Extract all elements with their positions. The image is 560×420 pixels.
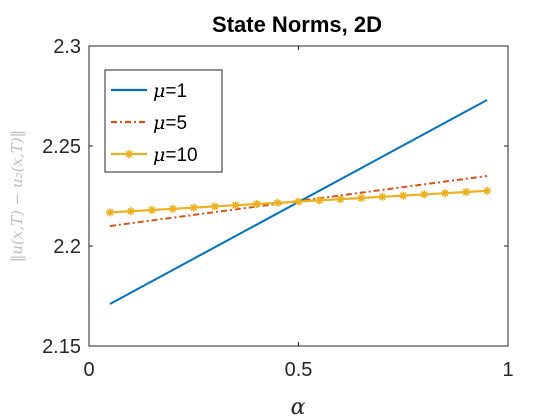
data-point-marker: [441, 189, 450, 198]
series-group: [105, 99, 492, 305]
y-tick-label: 2.25: [42, 136, 81, 158]
legend: μ=1 μ=5 μ=10: [104, 69, 223, 173]
data-point-marker: [378, 192, 387, 201]
y-tick-label: 2.3: [53, 36, 81, 58]
x-tick-label: 0: [83, 359, 94, 381]
axis-ticks: 0 0.5 1 2.15 2.2 2.25 2.3: [42, 36, 514, 381]
series-line: [109, 175, 488, 227]
data-point-marker: [399, 191, 408, 200]
data-point-marker: [231, 201, 240, 210]
data-point-marker: [125, 150, 133, 158]
y-tick-label: 2.2: [53, 236, 81, 258]
legend-item: μ=10: [111, 144, 198, 166]
data-point-marker: [420, 190, 429, 199]
data-point-marker: [357, 194, 366, 202]
chart-title: State Norms, 2D: [212, 12, 382, 37]
y-tick-label: 2.15: [42, 336, 81, 358]
y-axis-label: ‖u(x,T) − u₂(x,T)‖: [8, 130, 26, 262]
x-tick-label: 1: [502, 359, 513, 381]
data-point-marker: [273, 198, 282, 207]
data-point-marker: [336, 195, 345, 204]
legend-item: μ=1: [111, 80, 187, 102]
data-point-marker: [126, 207, 135, 216]
data-point-marker: [210, 202, 219, 211]
legend-label: μ=1: [153, 80, 187, 102]
legend-item: μ=5: [111, 112, 187, 134]
x-axis-label: α: [291, 395, 306, 420]
data-point-marker: [168, 204, 177, 213]
data-point-marker: [252, 200, 261, 208]
x-tick-label: 0.5: [285, 359, 313, 381]
legend-label: μ=10: [153, 144, 198, 166]
data-point-marker: [315, 196, 324, 205]
data-point-marker: [147, 206, 156, 214]
data-point-marker: [189, 203, 198, 212]
data-point-marker: [462, 188, 471, 196]
series-3: [105, 186, 492, 217]
data-point-marker: [294, 197, 303, 206]
series-2: [109, 175, 488, 227]
data-point-marker: [483, 186, 492, 195]
data-point-marker: [105, 208, 114, 217]
legend-label: μ=5: [153, 112, 187, 134]
